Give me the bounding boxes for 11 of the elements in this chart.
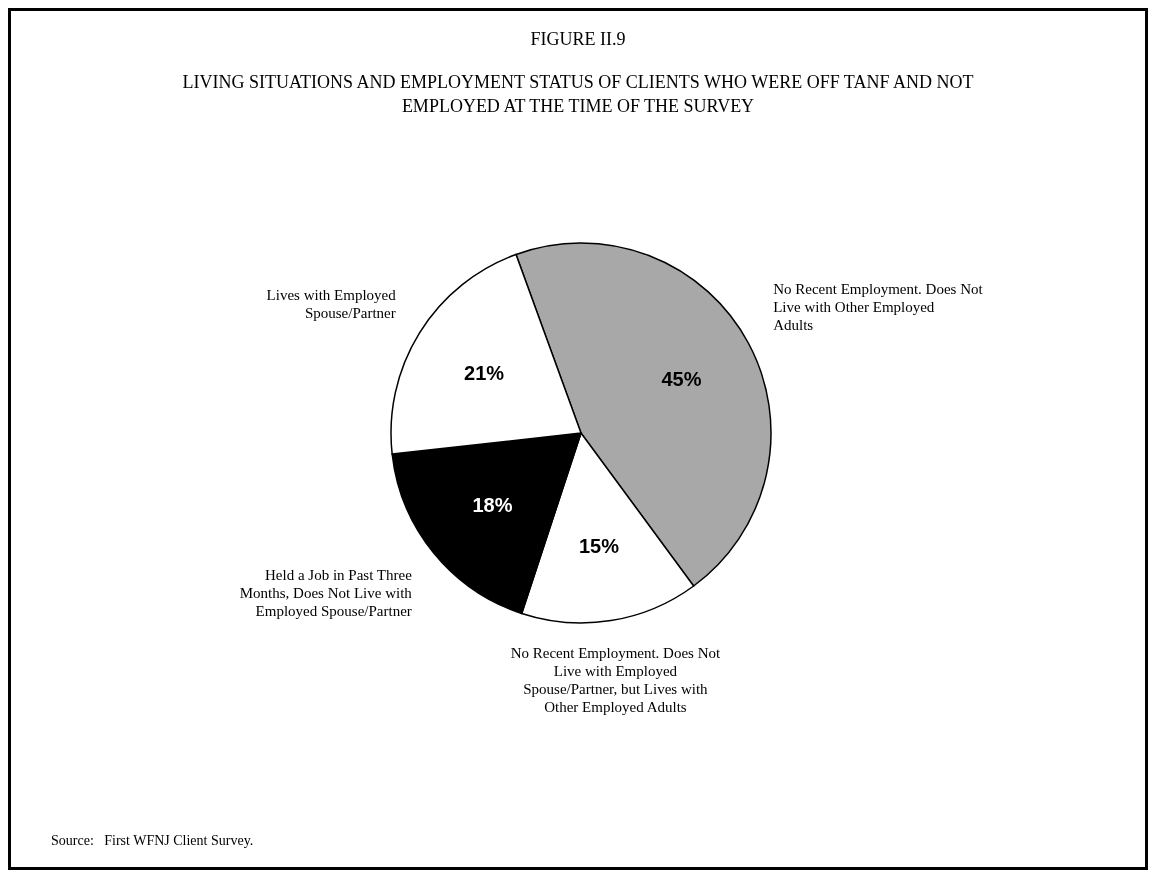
source-note: Source: First WFNJ Client Survey. [51, 833, 254, 849]
slice-label: No Recent Employment. Does Not Live with Other Employed Adults [773, 281, 984, 334]
data-label: 45% [661, 368, 702, 391]
slice-label: No Recent Employment. Does Not Live with Employed Spouse/Partner, but Lives with Other Employed Adults [510, 645, 722, 716]
chart-subtitle: LIVING SITUATIONS AND EMPLOYMENT STATUS OF CLIENTS WHO WERE OFF TANF AND NOT EMPLOYED AT THE TIME OF THE SURVEY [181, 71, 975, 118]
slice-label: Lives with Employed Spouse/Partner [266, 287, 397, 322]
data-label: 21% [464, 361, 505, 384]
slice-label: Held a Job in Past Three Months, Does Not Live with Employed Spouse/Partner [239, 567, 413, 620]
chart-title: FIGURE II.9 [529, 29, 627, 50]
data-label: 18% [472, 493, 513, 516]
data-label: 15% [579, 534, 620, 557]
